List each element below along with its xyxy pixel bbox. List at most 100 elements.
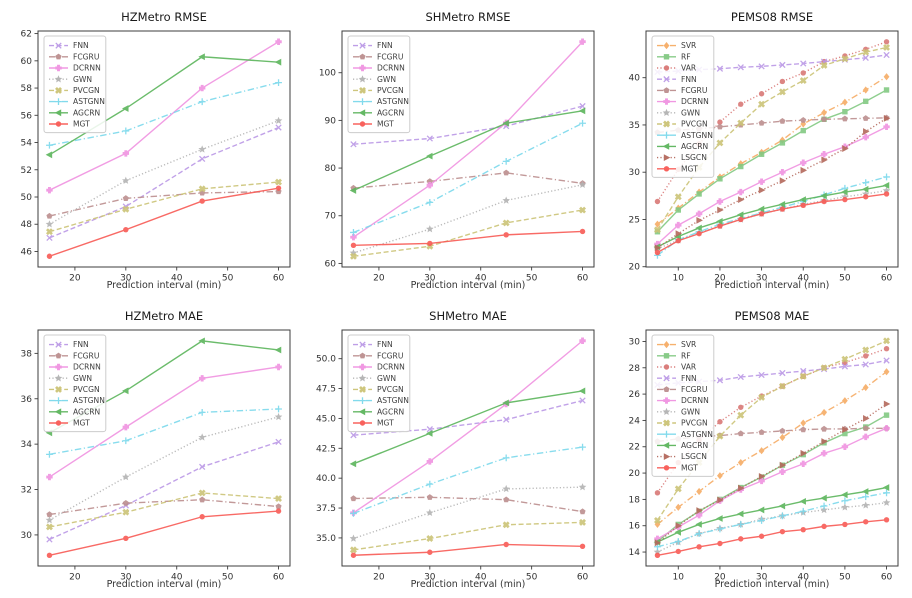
legend-entry-VAR: VAR	[657, 64, 697, 73]
plot-spines	[37, 329, 291, 567]
legend-label: RF	[681, 351, 691, 360]
legend-label: ASTGNN	[681, 430, 713, 439]
y-tick-label: 30	[629, 337, 641, 347]
chart-cell-shmetro-rmse: 20 30 40 50 60 60 70 80 90 100 FNN FCGRU DCRNN GWN PVC…	[304, 0, 608, 299]
legend-entry-DCRNN: DCRNN	[49, 64, 101, 73]
legend-entry-FCGRU: FCGRU	[49, 52, 99, 61]
y-tick-label: 25	[629, 215, 640, 225]
x-tick-label: 50	[839, 573, 851, 583]
legend-entry-DCRNN: DCRNN	[353, 64, 405, 73]
x-tick-label: 40	[475, 274, 487, 284]
series-GWN	[45, 116, 283, 228]
legend-label: DCRNN	[377, 363, 405, 372]
chart-cell-pems08-rmse: 10 20 30 40 50 60 20 25 30 35 40 SVR RF VAR FNN FCGRU DC…	[608, 0, 912, 299]
legend-label: VAR	[681, 64, 697, 73]
legend-label: PVCGN	[681, 419, 708, 428]
y-tick-label: 34	[21, 440, 33, 450]
legend-entry-MGT: MGT	[353, 120, 394, 129]
legend-entry-FCGRU: FCGRU	[657, 86, 707, 95]
y-tick-label: 26	[629, 390, 641, 400]
series-AGCRN	[653, 484, 890, 546]
legend-label: GWN	[681, 108, 700, 117]
x-tick-label: 60	[881, 573, 893, 583]
plot-spines	[341, 329, 595, 567]
legend-entry-FNN: FNN	[657, 374, 697, 383]
chart-title: HZMetro MAE	[124, 309, 204, 323]
x-axis-label: Prediction interval (min)	[410, 280, 526, 291]
y-axis: 35.0 37.5 40.0 42.5 45.0 47.5 50.0	[316, 355, 342, 544]
x-axis: 10 20 30 40 50 60	[673, 267, 893, 284]
plot-shmetro-rmse: 20 30 40 50 60 60 70 80 90 100 FNN FCGRU DCRNN GWN PVC…	[319, 30, 595, 284]
legend-label: DCRNN	[681, 97, 709, 106]
y-tick-label: 35	[629, 121, 640, 131]
legend-label: ASTGNN	[73, 97, 105, 106]
series-LSGCN	[654, 400, 891, 547]
series-AGCRN	[653, 182, 890, 251]
y-tick-label: 58	[21, 84, 33, 94]
y-tick-label: 35.0	[316, 534, 336, 544]
y-tick-label: 22	[629, 443, 640, 453]
legend-label: SVR	[681, 340, 697, 349]
legend-label: FCGRU	[377, 52, 403, 61]
legend-entry-MGT: MGT	[49, 419, 90, 428]
series-GWN	[45, 412, 283, 524]
x-tick-label: 30	[756, 573, 768, 583]
x-axis-label: Prediction interval (min)	[106, 579, 222, 590]
series-DCRNN	[46, 363, 282, 481]
legend-entry-FNN: FNN	[49, 340, 89, 349]
plot-pems08-mae: 10 20 30 40 50 60 14 16 18 20 22 24 26 28 30 SVR RF VAR FN…	[629, 329, 899, 583]
y-tick-label: 90	[325, 116, 337, 126]
legend-label: FNN	[73, 41, 89, 50]
x-axis: 20 30 40 50 60	[373, 566, 589, 583]
legend-label: GWN	[377, 75, 396, 84]
y-tick-label: 40.0	[316, 474, 336, 484]
legend-entry-GWN: GWN	[657, 407, 700, 416]
x-tick-label: 20	[714, 573, 726, 583]
plot-spines	[645, 30, 899, 268]
legend-entry-DCRNN: DCRNN	[657, 97, 709, 106]
y-tick-label: 37.5	[316, 504, 336, 514]
legend-entry-FNN: FNN	[657, 75, 697, 84]
legend-label: MGT	[377, 419, 394, 428]
legend-entry-ASTGNN: ASTGNN	[353, 97, 409, 106]
legend: FNN FCGRU DCRNN GWN PVCGN ASTGNN AGCRN MGT	[43, 334, 107, 433]
legend-label: DCRNN	[73, 363, 101, 372]
legend-label: GWN	[73, 374, 92, 383]
legend-label: DCRNN	[73, 64, 101, 73]
chart-title: SHMetro MAE	[429, 309, 507, 323]
x-tick-label: 20	[714, 274, 726, 284]
series-MGT	[350, 228, 586, 249]
y-tick-label: 56	[21, 111, 33, 121]
series-FCGRU	[46, 496, 282, 518]
legend-label: MGT	[681, 164, 698, 173]
y-tick-label: 45.0	[316, 414, 336, 424]
y-tick-label: 20	[629, 469, 641, 479]
x-tick-label: 30	[424, 274, 436, 284]
x-tick-label: 10	[673, 274, 685, 284]
series-PVCGN	[349, 518, 586, 554]
legend-entry-AGCRN: AGCRN	[657, 441, 708, 450]
x-axis: 20 30 40 50 60	[69, 267, 285, 284]
x-tick-label: 60	[577, 274, 589, 284]
legend-entry-AGCRN: AGCRN	[49, 407, 100, 416]
y-tick-label: 80	[325, 164, 337, 174]
legend-label: AGCRN	[73, 108, 100, 117]
series-GWN	[653, 498, 891, 556]
legend-label: VAR	[681, 363, 697, 372]
legend-label: ASTGNN	[377, 97, 409, 106]
x-tick-label: 40	[171, 274, 183, 284]
x-tick-label: 30	[120, 573, 132, 583]
legend-label: LSGCN	[681, 452, 707, 461]
series-ASTGNN	[654, 173, 890, 259]
legend: SVR RF VAR FNN FCGRU DCRNN GWN PVCGN ASTGNN AGCRN…	[651, 334, 715, 477]
series-FNN	[46, 438, 282, 543]
legend-entry-PVCGN: PVCGN	[657, 419, 708, 428]
chart-cell-hzmetro-mae: 20 30 40 50 60 30 32 34 36 38 FNN FCGRU DCRNN GWN PVCG…	[0, 299, 304, 598]
y-tick-label: 62	[21, 30, 32, 40]
series-MGT	[46, 508, 282, 559]
x-tick-label: 30	[756, 274, 768, 284]
series-ASTGNN	[46, 405, 282, 458]
legend-label: AGCRN	[73, 407, 100, 416]
legend-label: FNN	[73, 340, 89, 349]
legend-label: PVCGN	[377, 385, 404, 394]
